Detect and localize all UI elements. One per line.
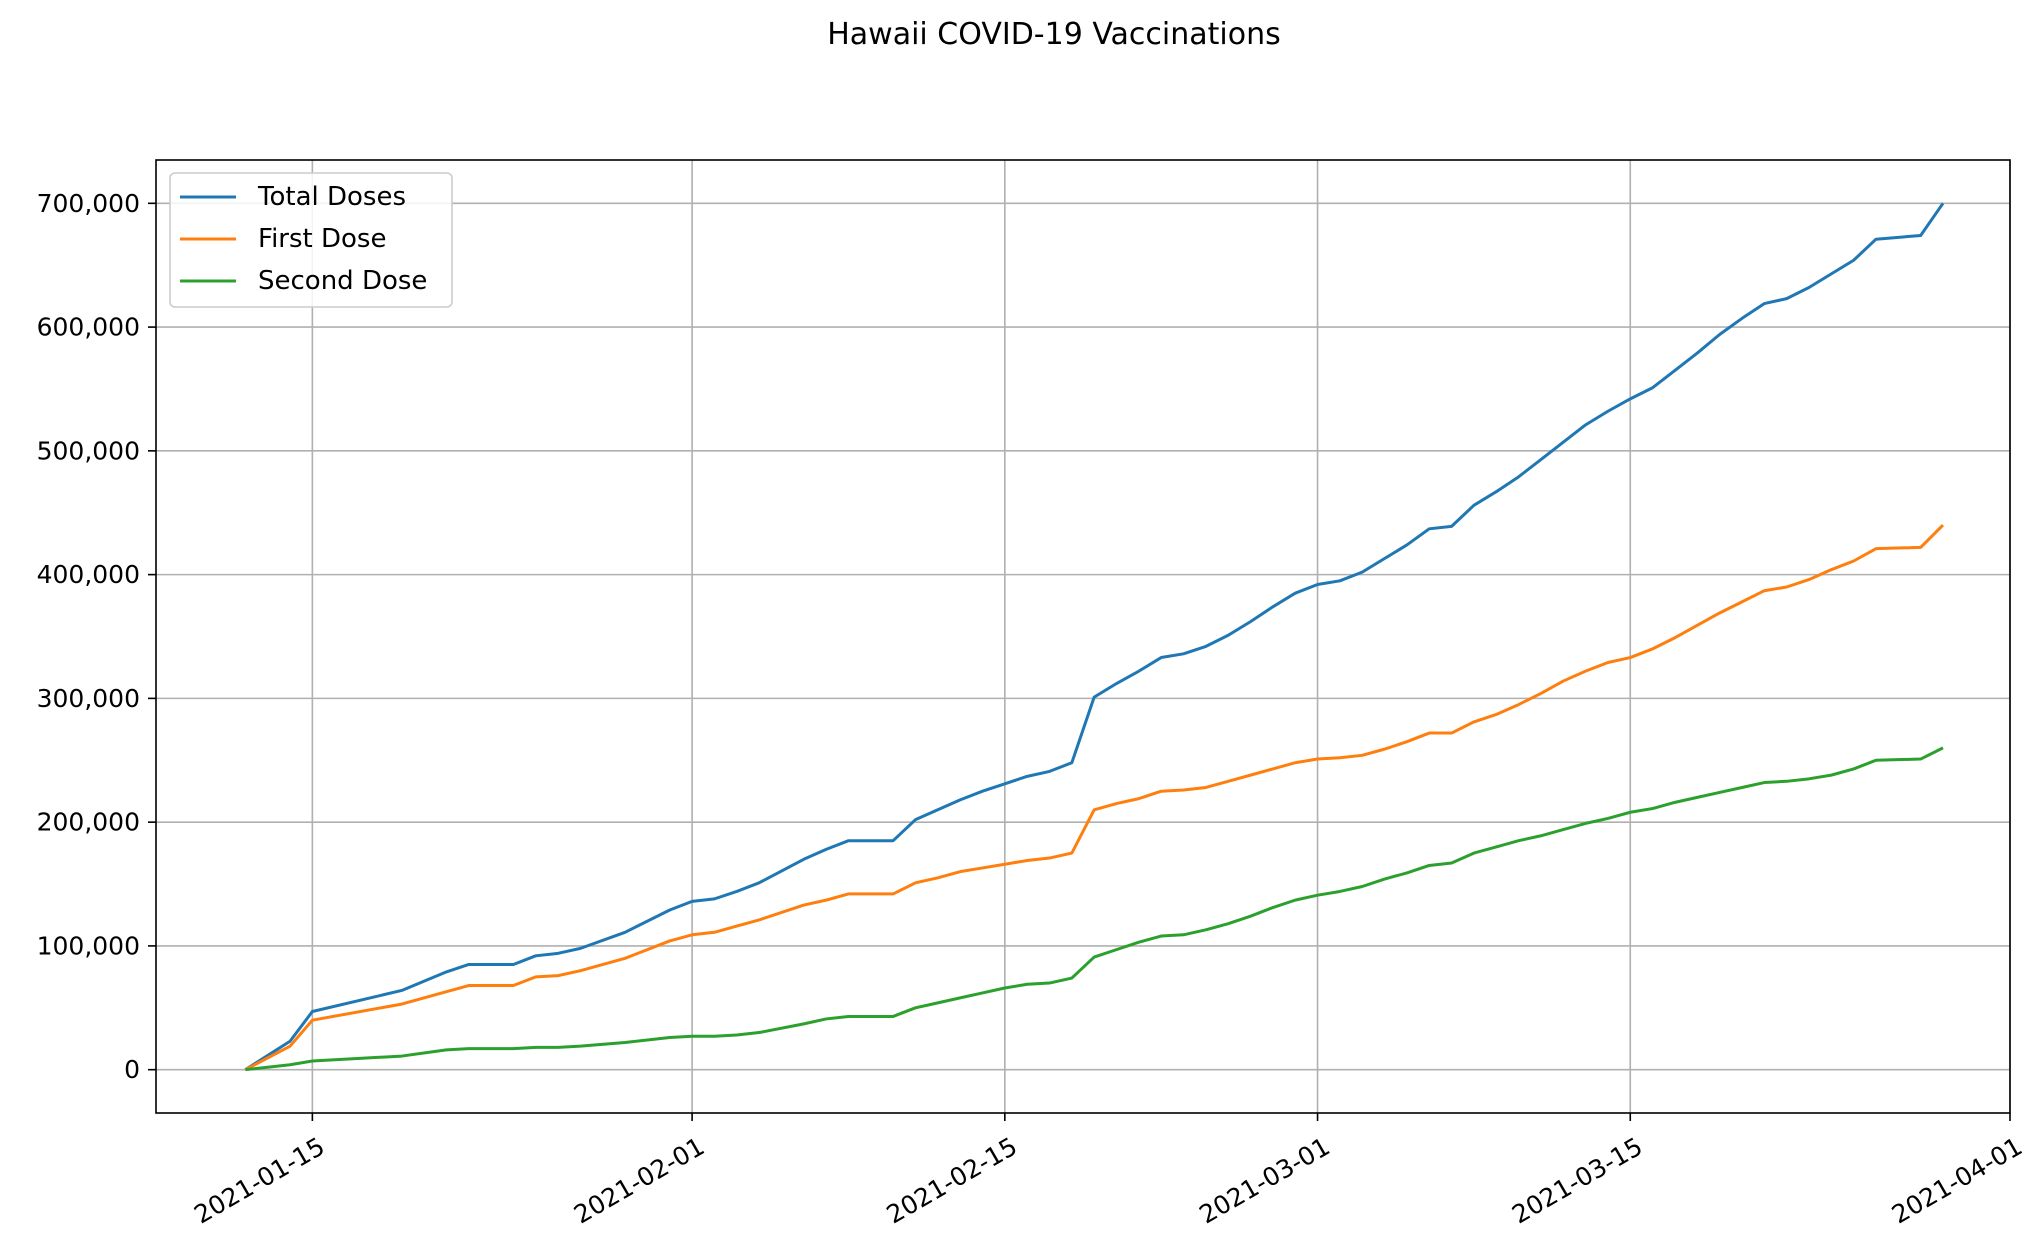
y-tick-label: 0 — [124, 1055, 140, 1084]
legend-box — [169, 172, 453, 308]
series-line-first-dose — [244, 524, 1945, 1072]
y-tick-label: 100,000 — [37, 931, 140, 960]
legend-label-first-dose: First Dose — [258, 224, 386, 254]
y-tick-label: 600,000 — [37, 313, 140, 342]
y-tick-label: 700,000 — [37, 189, 140, 218]
y-tick-label: 400,000 — [37, 560, 140, 589]
legend: Total Doses First Dose Second Dose — [169, 172, 453, 308]
y-tick-label: 300,000 — [37, 684, 140, 713]
chart-title: Hawaii COVID-19 Vaccinations — [827, 17, 1281, 52]
series-lines — [244, 202, 1945, 1072]
y-tick-label: 500,000 — [37, 436, 140, 465]
legend-label-second-dose: Second Dose — [258, 266, 427, 296]
legend-label-total-doses: Total Doses — [257, 182, 406, 212]
grid — [156, 160, 2011, 1113]
y-tick-label: 200,000 — [37, 808, 140, 837]
series-line-total-doses — [244, 202, 1945, 1071]
series-line-second-dose — [245, 746, 1944, 1072]
axes-frame — [155, 159, 2011, 1114]
